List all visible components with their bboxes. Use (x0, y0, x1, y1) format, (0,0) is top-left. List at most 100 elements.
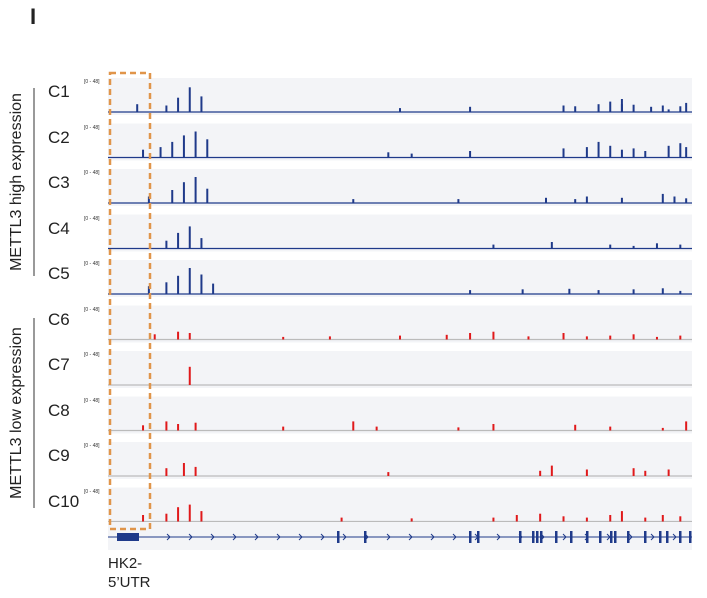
range-label: [0 - 48] (84, 170, 100, 176)
signal-peak (200, 274, 203, 294)
signal-peak (673, 196, 676, 203)
signal-peak (165, 513, 168, 522)
signal-peak (539, 513, 542, 522)
signal-peak (142, 425, 145, 431)
signal-peak (282, 336, 285, 340)
strand-arrow (210, 533, 215, 541)
signal-peak (609, 335, 612, 340)
strand-arrow (188, 533, 193, 541)
highlight-box (108, 71, 152, 531)
exon-block (540, 531, 543, 543)
signal-peak (597, 141, 600, 158)
track-background (108, 169, 692, 206)
signal-peak (399, 108, 401, 112)
signal-peak (188, 87, 191, 112)
exon-block (555, 531, 558, 543)
track-label: C5 (48, 264, 70, 283)
signal-peak (200, 238, 203, 249)
signal-peak (667, 469, 670, 476)
signal-peak (609, 101, 612, 112)
range-label: [0 - 48] (84, 79, 100, 85)
exon-block (679, 531, 682, 543)
exon-block (570, 531, 573, 543)
signal-peak (685, 198, 688, 203)
signal-peak (620, 99, 623, 112)
signal-peak (177, 507, 180, 522)
signal-peak (177, 424, 180, 431)
signal-peak (620, 511, 623, 522)
strand-arrow (650, 533, 655, 541)
signal-peak (661, 105, 664, 112)
signal-peak (142, 515, 145, 522)
signal-peak (685, 421, 688, 431)
exon-block (532, 531, 535, 543)
signal-peak (352, 199, 355, 203)
signal-peak (457, 199, 460, 203)
signal-peak (165, 240, 168, 249)
signal-peak (445, 334, 448, 340)
exon-block (337, 531, 340, 543)
signal-peak (527, 336, 530, 340)
signal-peak (597, 104, 600, 112)
signal-peak (679, 335, 682, 340)
signal-peak (177, 275, 180, 294)
range-label: [0 - 48] (84, 488, 100, 495)
strand-arrow (452, 533, 457, 541)
signal-peak (550, 242, 553, 249)
signal-peak (521, 289, 524, 294)
signal-peak (492, 244, 495, 249)
strand-arrow (254, 533, 259, 541)
track-background (108, 214, 692, 252)
signal-peak (562, 516, 565, 522)
track-background (108, 396, 692, 434)
signal-peak (142, 149, 145, 158)
group-label-high: METTL3 high expression (7, 93, 25, 271)
signal-peak (147, 286, 150, 294)
signal-peak (550, 465, 553, 476)
signal-peak (679, 244, 682, 249)
exon-block (477, 531, 480, 543)
strand-arrow (386, 533, 391, 541)
signal-peak (585, 147, 588, 158)
signal-peak (650, 106, 653, 112)
signal-peak (609, 426, 612, 431)
strand-arrow (562, 533, 567, 541)
track-background (108, 351, 692, 388)
signal-peak (188, 504, 191, 522)
signal-peak (165, 468, 168, 476)
gene-track-background (108, 522, 692, 550)
signal-peak (200, 511, 203, 522)
range-label: [0 - 48] (84, 215, 100, 222)
signal-peak (171, 141, 174, 158)
range-label: [0 - 48] (84, 306, 100, 313)
signal-peak (679, 106, 682, 112)
signal-peak (165, 105, 168, 112)
track-label: C6 (48, 309, 70, 329)
signal-peak (399, 335, 401, 340)
signal-peak (574, 199, 577, 203)
signal-peak (574, 106, 577, 112)
signal-peak (469, 290, 472, 294)
strand-arrow (232, 533, 237, 541)
track-label: C10 (48, 491, 80, 511)
signal-peak (188, 366, 191, 385)
signal-peak (177, 232, 180, 249)
strand-arrow (672, 533, 677, 541)
signal-peak (568, 288, 571, 294)
panel-letter: I (30, 4, 37, 29)
exon-block (536, 531, 539, 543)
signal-peak (182, 182, 185, 203)
signal-peak (182, 135, 185, 158)
signal-peak (469, 151, 472, 158)
signal-peak (469, 106, 472, 112)
signal-peak (457, 427, 460, 431)
exon-block (666, 531, 669, 543)
exon-block (599, 531, 602, 543)
strand-arrow (276, 533, 281, 541)
signal-peak (492, 424, 495, 431)
track-background (108, 487, 692, 525)
signal-peak (194, 466, 197, 476)
signal-peak (212, 283, 215, 294)
signal-peak (188, 333, 191, 340)
track-label: C4 (48, 218, 70, 238)
